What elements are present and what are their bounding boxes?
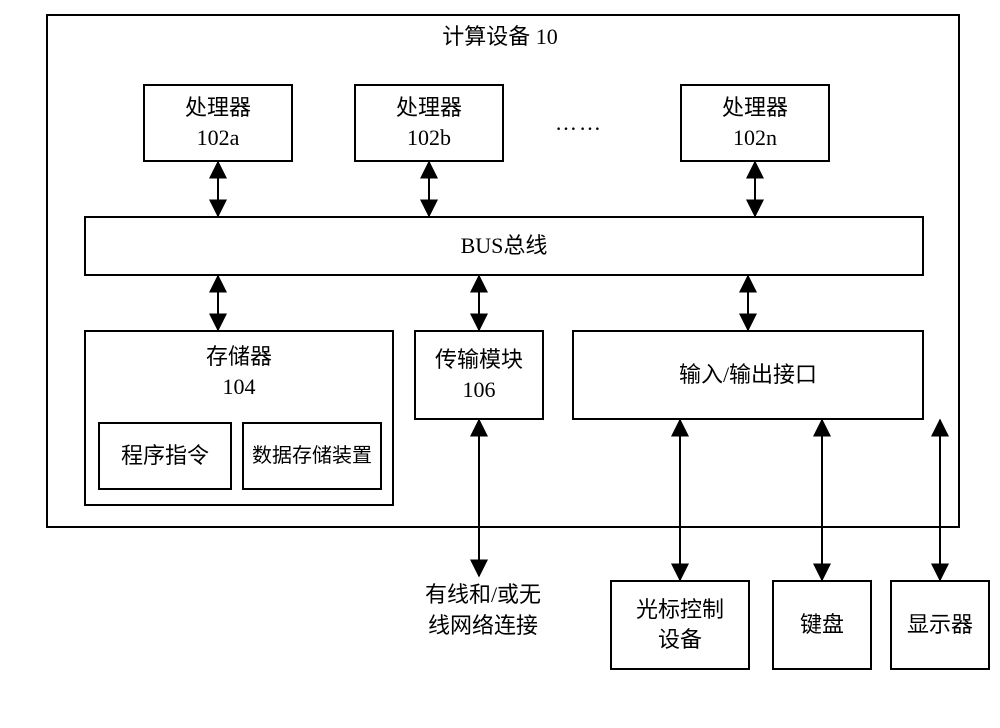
cursor-control-line2: 设备	[658, 625, 702, 655]
processor-b-line2: 102b	[407, 123, 451, 153]
transmission-module-line1: 传输模块	[435, 345, 523, 375]
io-interface-label: 输入/输出接口	[679, 360, 817, 390]
io-interface: 输入/输出接口	[572, 330, 924, 420]
data-storage: 数据存储装置	[242, 422, 382, 490]
processor-n: 处理器 102n	[680, 84, 830, 162]
processor-n-line2: 102n	[733, 123, 777, 153]
keyboard: 键盘	[772, 580, 872, 670]
memory-title-2: 104	[223, 372, 256, 402]
bus-bar: BUS总线	[84, 216, 924, 276]
program-instructions-label: 程序指令	[121, 441, 209, 471]
processor-a: 处理器 102a	[143, 84, 293, 162]
transmission-module-line2: 106	[463, 375, 496, 405]
processor-b: 处理器 102b	[354, 84, 504, 162]
processor-n-line1: 处理器	[722, 93, 788, 123]
network-label-line1: 有线和/或无	[398, 580, 568, 611]
display-label: 显示器	[907, 610, 973, 640]
memory-title-1: 存储器	[206, 342, 272, 372]
diagram-canvas: 计算设备 10 处理器 102a 处理器 102b 处理器 102n …… BU…	[0, 0, 1000, 728]
transmission-module: 传输模块 106	[414, 330, 544, 420]
processor-a-line1: 处理器	[185, 93, 251, 123]
network-label: 有线和/或无 线网络连接	[398, 580, 568, 642]
keyboard-label: 键盘	[800, 610, 844, 640]
device-title: 计算设备 10	[380, 22, 620, 53]
display: 显示器	[890, 580, 990, 670]
cursor-control-line1: 光标控制	[636, 595, 724, 625]
processor-a-line2: 102a	[197, 123, 240, 153]
program-instructions: 程序指令	[98, 422, 232, 490]
data-storage-label: 数据存储装置	[252, 443, 372, 470]
ellipsis-top: ……	[555, 110, 603, 136]
bus-label: BUS总线	[461, 231, 548, 261]
processor-b-line1: 处理器	[396, 93, 462, 123]
network-label-line2: 线网络连接	[398, 611, 568, 642]
cursor-control-device: 光标控制 设备	[610, 580, 750, 670]
